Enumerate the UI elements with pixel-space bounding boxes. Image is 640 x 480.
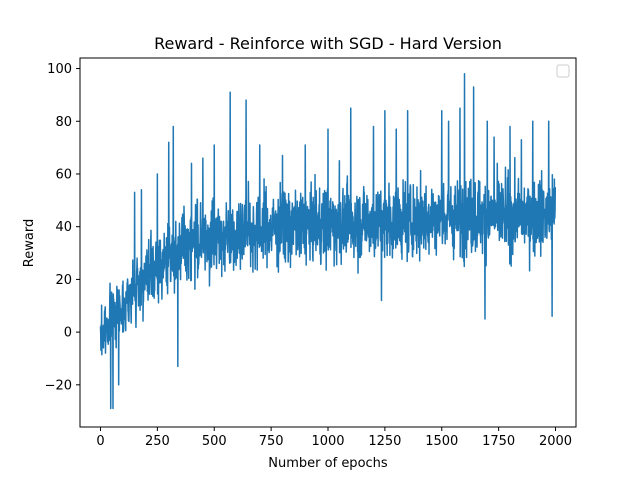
ticks-layer: 0 250 500 750 1000 1250 1500 1750 2000 −20 0 20 40 60… bbox=[45, 62, 573, 449]
x-tick-label: 2000 bbox=[539, 434, 572, 449]
x-tick-label: 1000 bbox=[311, 434, 344, 449]
y-tick-label: 100 bbox=[47, 62, 72, 77]
y-axis-label: Reward bbox=[22, 219, 37, 267]
x-tick-label: 1250 bbox=[368, 434, 401, 449]
y-tick-label: 0 bbox=[64, 326, 72, 341]
y-tick-label: 60 bbox=[55, 167, 72, 182]
reward-series-line bbox=[99, 73, 557, 410]
legend-box bbox=[556, 64, 570, 78]
y-tick-label: −20 bbox=[45, 378, 72, 393]
y-tick-label: 40 bbox=[55, 220, 72, 235]
x-axis-label: Number of epochs bbox=[268, 456, 388, 471]
chart-title: Reward - Reinforce with SGD - Hard Versi… bbox=[154, 34, 502, 53]
x-tick-label: 1500 bbox=[425, 434, 458, 449]
x-tick-label: 1750 bbox=[482, 434, 515, 449]
y-tick-label: 20 bbox=[55, 273, 72, 288]
x-tick-label: 0 bbox=[96, 434, 104, 449]
x-tick-label: 250 bbox=[145, 434, 170, 449]
x-tick-label: 750 bbox=[259, 434, 284, 449]
series-layer bbox=[99, 73, 557, 410]
plot-frame bbox=[79, 57, 577, 428]
y-tick-label: 80 bbox=[55, 115, 72, 130]
x-tick-label: 500 bbox=[202, 434, 227, 449]
